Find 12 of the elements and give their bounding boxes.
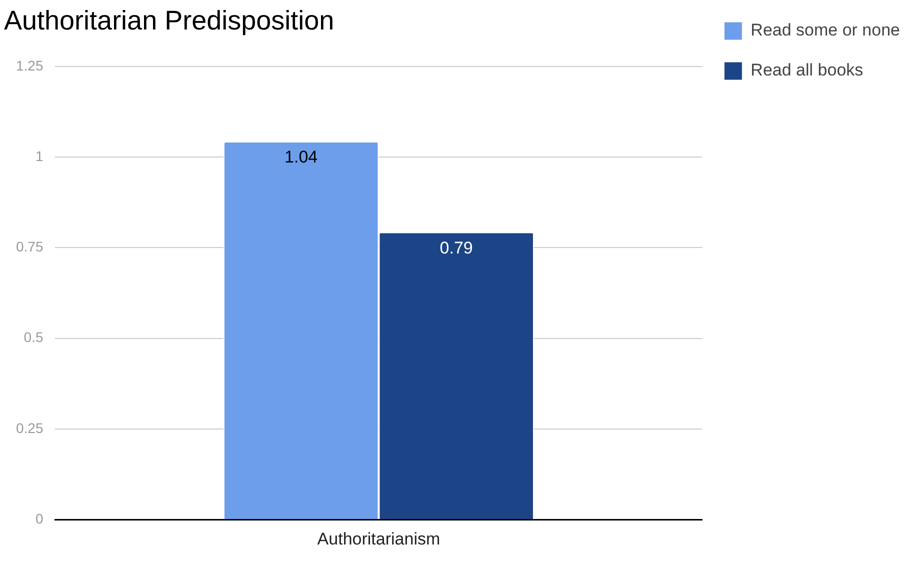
y-tick-label: 0.75 bbox=[16, 238, 44, 255]
legend-label: Read all books bbox=[750, 60, 864, 80]
y-tick-label: 1.25 bbox=[16, 57, 44, 74]
x-tick-label: Authoritarianism bbox=[317, 529, 440, 548]
data-label: 0.79 bbox=[440, 238, 473, 258]
chart-title: Authoritarian Predisposition bbox=[4, 6, 334, 36]
y-tick-label: 0.25 bbox=[16, 420, 44, 436]
y-tick-label: 0.5 bbox=[24, 329, 44, 346]
legend-label: Read some or none bbox=[750, 20, 900, 40]
y-tick-label: 1 bbox=[35, 148, 44, 164]
data-label: 1.04 bbox=[284, 148, 318, 167]
y-tick-label: 0 bbox=[35, 510, 44, 526]
